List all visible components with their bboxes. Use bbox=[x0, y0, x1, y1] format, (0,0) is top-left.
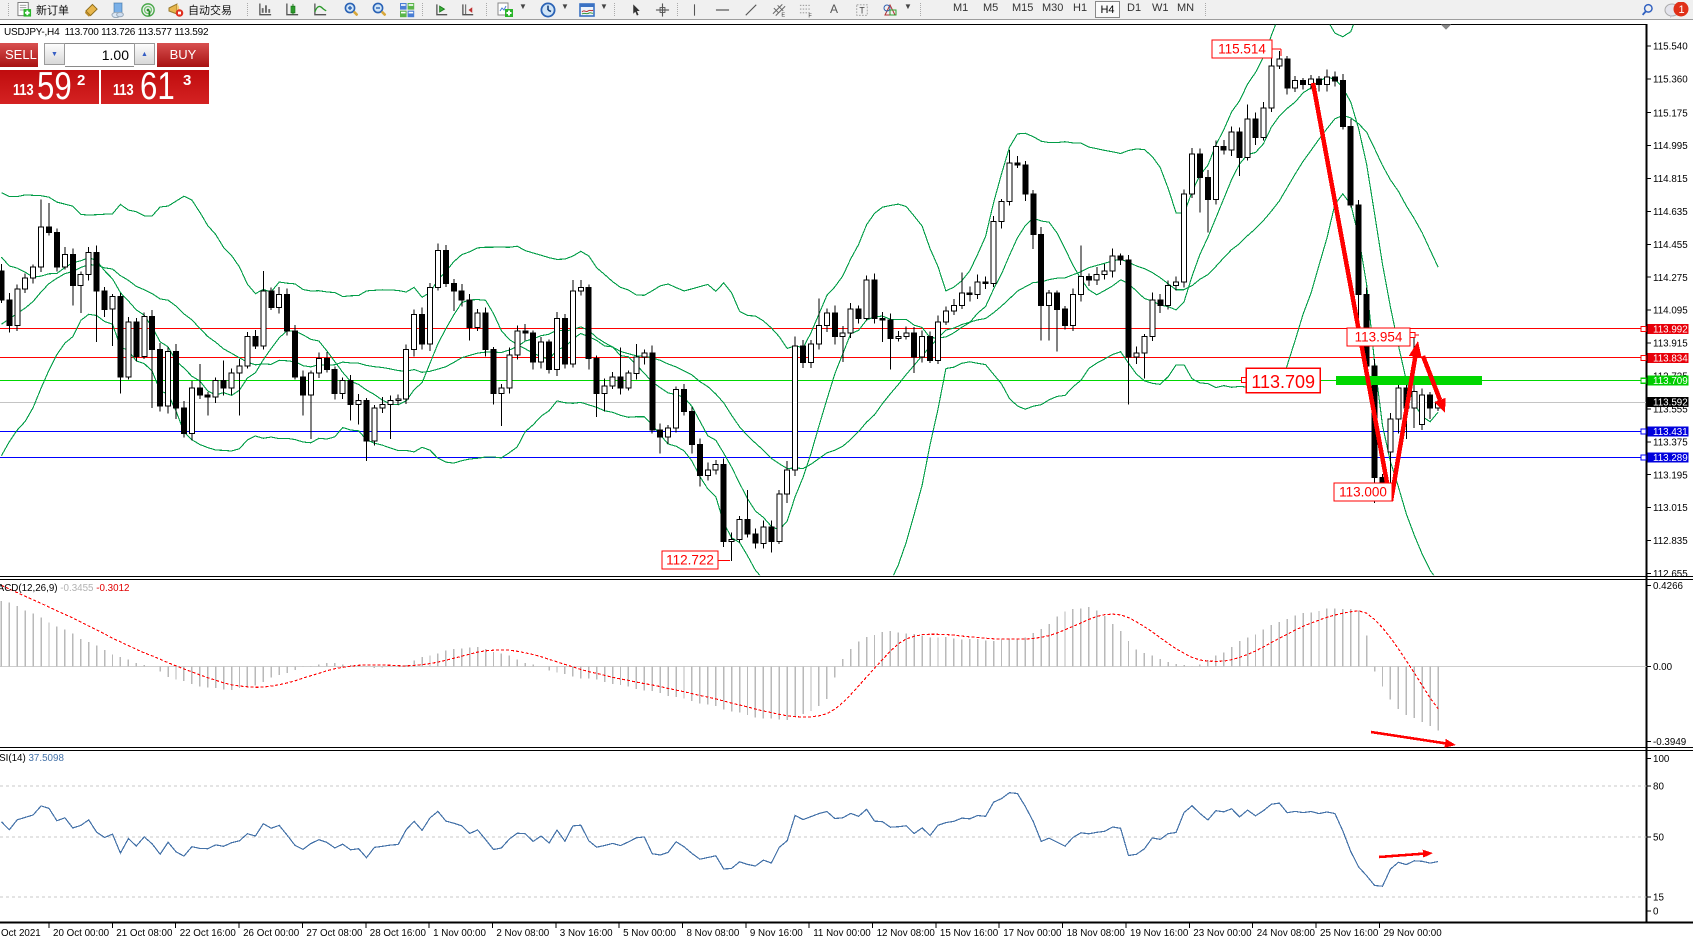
svg-text:113.709: 113.709 bbox=[1653, 376, 1688, 387]
svg-text:17 Nov 00:00: 17 Nov 00:00 bbox=[1003, 928, 1062, 939]
svg-text:8 Nov 08:00: 8 Nov 08:00 bbox=[687, 928, 740, 939]
svg-text:1 Nov 00:00: 1 Nov 00:00 bbox=[433, 928, 486, 939]
svg-text:113.431: 113.431 bbox=[1653, 427, 1688, 438]
svg-text:115.360: 115.360 bbox=[1653, 75, 1688, 86]
svg-text:1: 1 bbox=[1679, 4, 1685, 16]
svg-text:113.555: 113.555 bbox=[1653, 405, 1688, 416]
svg-text:114.455: 114.455 bbox=[1653, 240, 1688, 251]
svg-text:113.592: 113.592 bbox=[1653, 398, 1688, 409]
svg-text:0.00: 0.00 bbox=[1653, 662, 1673, 673]
svg-text:113.992: 113.992 bbox=[1653, 324, 1688, 335]
svg-text:28 Oct 16:00: 28 Oct 16:00 bbox=[370, 928, 427, 939]
svg-text:112.835: 112.835 bbox=[1653, 536, 1688, 547]
svg-text:18 Nov 08:00: 18 Nov 08:00 bbox=[1067, 928, 1126, 939]
svg-text:113.375: 113.375 bbox=[1653, 437, 1688, 448]
svg-text:Oct 2021: Oct 2021 bbox=[1, 928, 41, 939]
svg-text:27 Oct 08:00: 27 Oct 08:00 bbox=[306, 928, 363, 939]
svg-text:12 Nov 08:00: 12 Nov 08:00 bbox=[877, 928, 936, 939]
svg-text:24 Nov 08:00: 24 Nov 08:00 bbox=[1257, 928, 1316, 939]
svg-text:113.015: 113.015 bbox=[1653, 503, 1688, 514]
svg-text:0: 0 bbox=[1653, 906, 1659, 917]
svg-text:26 Oct 00:00: 26 Oct 00:00 bbox=[243, 928, 300, 939]
svg-text:113.289: 113.289 bbox=[1653, 453, 1688, 464]
svg-text:9 Nov 16:00: 9 Nov 16:00 bbox=[750, 928, 803, 939]
svg-text:115.514: 115.514 bbox=[1218, 42, 1266, 57]
svg-text:114.815: 114.815 bbox=[1653, 174, 1688, 185]
svg-text:112.722: 112.722 bbox=[666, 553, 714, 568]
svg-text:25 Nov 16:00: 25 Nov 16:00 bbox=[1320, 928, 1379, 939]
svg-text:21 Oct 08:00: 21 Oct 08:00 bbox=[116, 928, 173, 939]
svg-text:114.635: 114.635 bbox=[1653, 207, 1688, 218]
svg-text:11 Nov 00:00: 11 Nov 00:00 bbox=[813, 928, 871, 939]
svg-text:113.834: 113.834 bbox=[1653, 353, 1688, 364]
svg-text:E: E bbox=[781, 13, 785, 18]
svg-text:T: T bbox=[859, 6, 865, 16]
svg-text:0.4266: 0.4266 bbox=[1653, 581, 1684, 592]
svg-text:115.175: 115.175 bbox=[1653, 108, 1688, 119]
svg-text:113.195: 113.195 bbox=[1653, 470, 1688, 481]
svg-text:15 Nov 16:00: 15 Nov 16:00 bbox=[940, 928, 999, 939]
svg-text:20 Oct 00:00: 20 Oct 00:00 bbox=[53, 928, 110, 939]
svg-text:112.655: 112.655 bbox=[1653, 569, 1688, 580]
svg-text:113.709: 113.709 bbox=[1251, 372, 1315, 392]
svg-text:5 Nov 00:00: 5 Nov 00:00 bbox=[623, 928, 676, 939]
svg-text:2 Nov 08:00: 2 Nov 08:00 bbox=[496, 928, 549, 939]
svg-text:113.915: 113.915 bbox=[1653, 339, 1688, 350]
svg-text:50: 50 bbox=[1653, 833, 1664, 844]
svg-text:114.995: 114.995 bbox=[1653, 141, 1688, 152]
svg-text:RSI(14) 37.5098: RSI(14) 37.5098 bbox=[0, 753, 64, 764]
svg-text:F: F bbox=[808, 14, 812, 19]
svg-text:115.540: 115.540 bbox=[1653, 42, 1688, 53]
svg-text:-0.3949: -0.3949 bbox=[1653, 737, 1686, 748]
svg-text:22 Oct 16:00: 22 Oct 16:00 bbox=[180, 928, 237, 939]
svg-text:113.954: 113.954 bbox=[1355, 330, 1403, 345]
svg-text:113.000: 113.000 bbox=[1339, 485, 1387, 500]
svg-text:MACD(12,26,9) -0.3455 -0.3012: MACD(12,26,9) -0.3455 -0.3012 bbox=[0, 583, 129, 594]
svg-text:114.275: 114.275 bbox=[1653, 273, 1688, 284]
svg-text:100: 100 bbox=[1653, 754, 1670, 765]
svg-text:3 Nov 16:00: 3 Nov 16:00 bbox=[560, 928, 613, 939]
svg-text:23 Nov 00:00: 23 Nov 00:00 bbox=[1193, 928, 1252, 939]
svg-text:15: 15 bbox=[1653, 892, 1664, 903]
svg-text:29 Nov 00:00: 29 Nov 00:00 bbox=[1383, 928, 1442, 939]
svg-text:19 Nov 16:00: 19 Nov 16:00 bbox=[1130, 928, 1189, 939]
svg-text:114.095: 114.095 bbox=[1653, 306, 1688, 317]
svg-text:80: 80 bbox=[1653, 781, 1664, 792]
